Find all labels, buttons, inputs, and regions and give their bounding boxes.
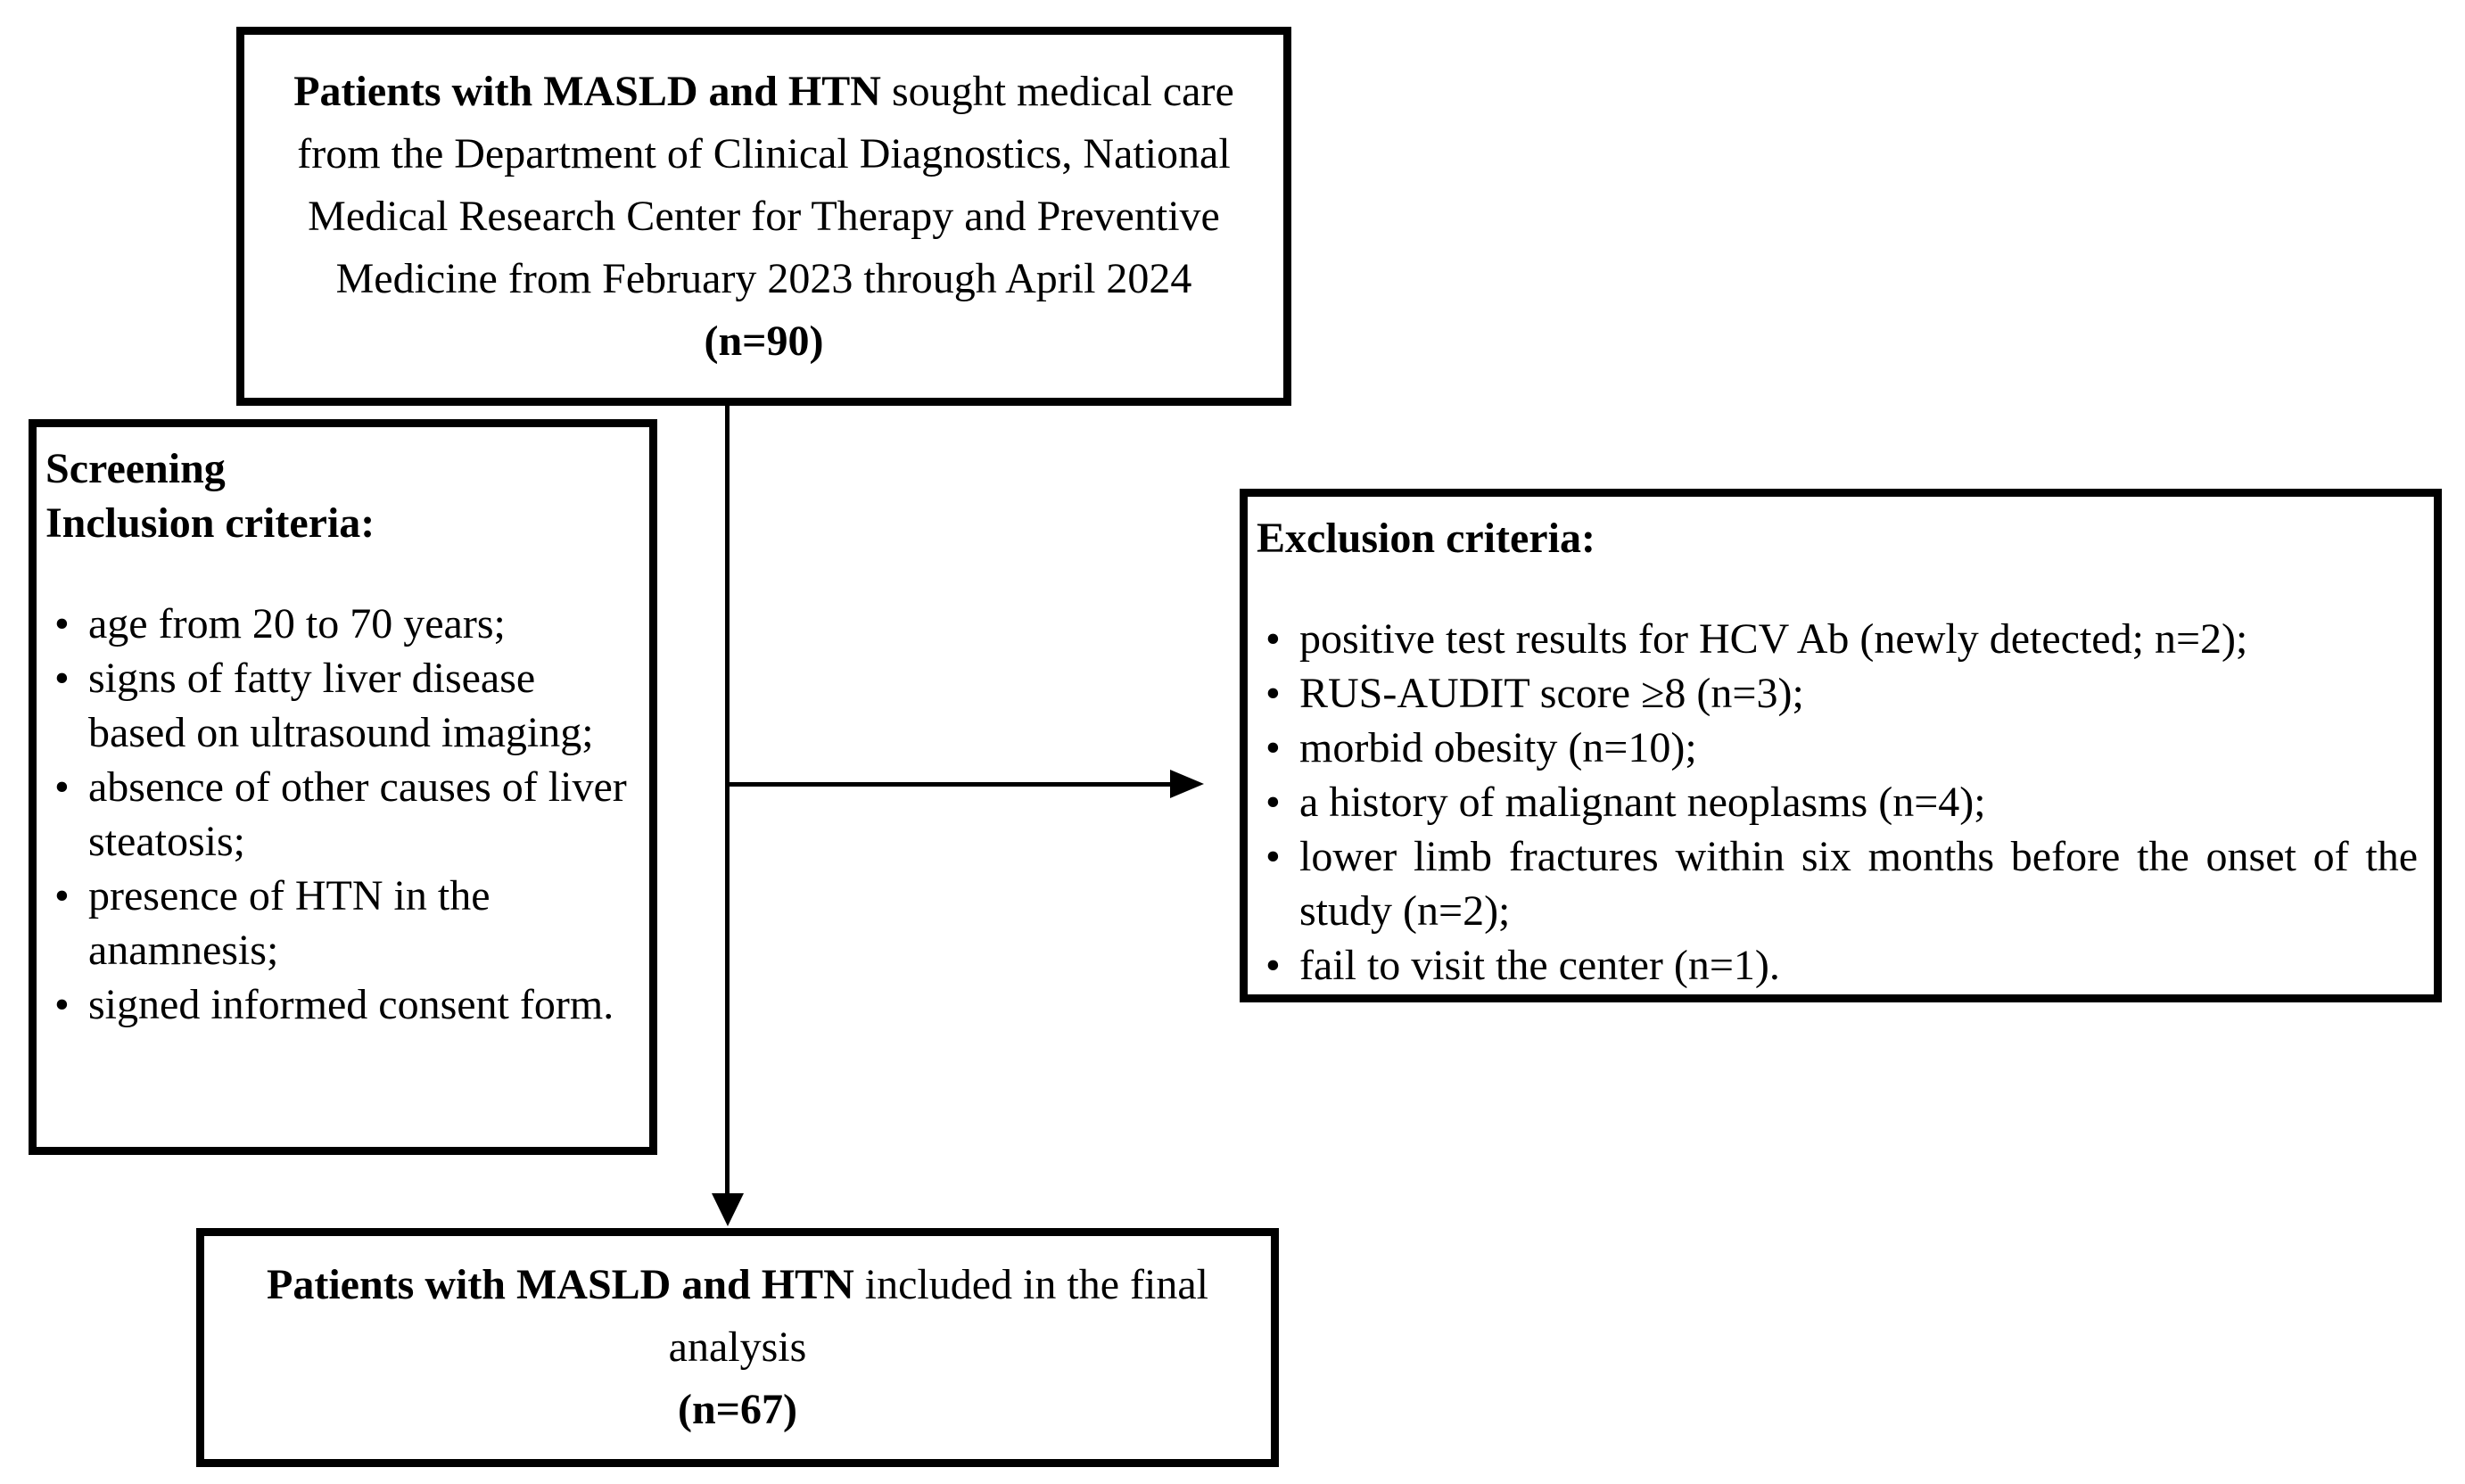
final-analysis-text-regular: included in the final analysis <box>668 1261 1208 1371</box>
final-analysis-count: (n=67) <box>677 1386 797 1433</box>
down-arrowhead-icon <box>712 1193 744 1226</box>
enrollment-text-bold: Patients with MASLD and HTN <box>293 67 881 115</box>
enrollment-text: Patients with MASLD and HTN sought medic… <box>293 61 1234 310</box>
list-item: morbid obesity (n=10); <box>1257 721 2418 775</box>
final-analysis-text: Patients with MASLD and HTN included in … <box>267 1254 1208 1379</box>
right-arrow-line <box>728 782 1170 787</box>
exclusion-criteria-title: Exclusion criteria: <box>1257 515 1595 562</box>
final-analysis-text-bold: Patients with MASLD and HTN <box>267 1261 854 1308</box>
screening-title: Screening <box>45 445 226 492</box>
final-analysis-box: Patients with MASLD and HTN included in … <box>196 1228 1279 1467</box>
list-item: absence of other causes of liver steatos… <box>45 760 637 869</box>
list-item: lower limb fractures within six months b… <box>1257 829 2418 938</box>
down-arrow-line <box>725 406 730 1193</box>
list-item: fail to visit the center (n=1). <box>1257 938 2418 993</box>
list-item: presence of HTN in the anamnesis; <box>45 869 637 977</box>
list-item: a history of malignant neoplasms (n=4); <box>1257 775 2418 829</box>
enrollment-box: Patients with MASLD and HTN sought medic… <box>236 27 1291 406</box>
screening-inclusion-box: Screening Inclusion criteria: age from 2… <box>29 419 657 1155</box>
list-item: signed informed consent form. <box>45 977 637 1032</box>
inclusion-criteria-title: Inclusion criteria: <box>45 499 375 547</box>
list-item: signs of fatty liver disease based on ul… <box>45 651 637 760</box>
list-item: age from 20 to 70 years; <box>45 597 637 651</box>
enrollment-count: (n=90) <box>704 317 824 365</box>
list-item: positive test results for HCV Ab (newly … <box>1257 612 2418 666</box>
right-arrowhead-icon <box>1170 770 1204 798</box>
exclusion-criteria-list: positive test results for HCV Ab (newly … <box>1257 612 2418 993</box>
enrollment-text-regular: sought medical care from the Department … <box>297 67 1234 302</box>
exclusion-criteria-box: Exclusion criteria: positive test result… <box>1240 489 2442 1002</box>
inclusion-criteria-list: age from 20 to 70 years;signs of fatty l… <box>45 597 637 1032</box>
list-item: RUS-AUDIT score ≥8 (n=3); <box>1257 666 2418 721</box>
